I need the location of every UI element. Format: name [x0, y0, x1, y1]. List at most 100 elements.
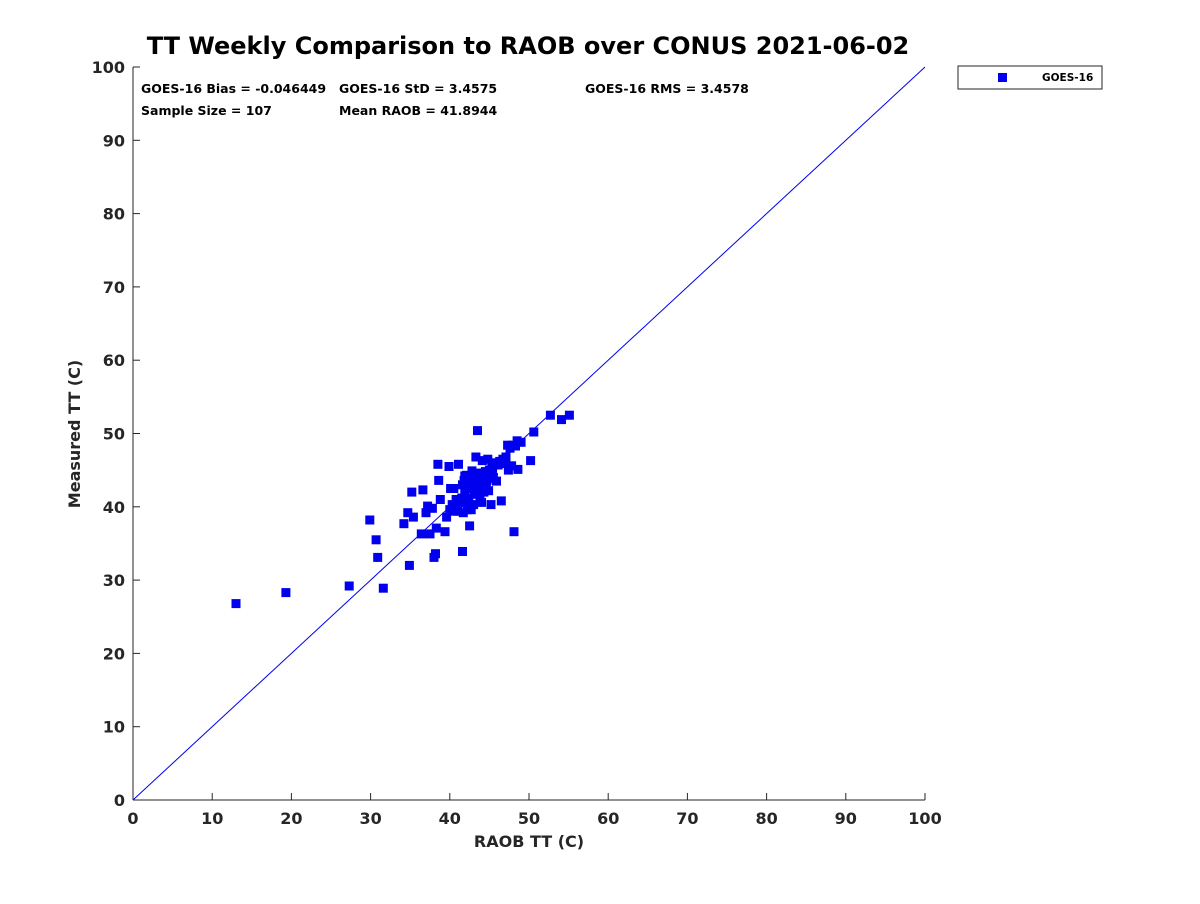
data-point [365, 515, 375, 525]
y-tick-label: 80 [103, 205, 125, 224]
data-point [564, 410, 574, 420]
data-point [431, 549, 440, 559]
y-axis-label: Measured TT (C) [65, 360, 84, 508]
data-point [458, 547, 467, 556]
data-point [481, 479, 491, 489]
y-tick-label: 60 [103, 351, 125, 370]
data-point [453, 506, 463, 516]
data-point [477, 456, 487, 466]
x-tick-label: 0 [127, 809, 138, 828]
data-point [465, 521, 475, 531]
data-point [545, 410, 555, 420]
x-tick-label: 10 [201, 809, 223, 828]
y-axis-ticks: 0 10 20 30 40 50 60 70 80 90 100 [92, 58, 140, 810]
data-point [526, 456, 536, 466]
data-point [399, 519, 409, 529]
data-point [458, 480, 467, 490]
data-point [407, 487, 417, 497]
x-tick-label: 20 [280, 809, 302, 828]
data-point [484, 486, 494, 496]
y-tick-label: 20 [103, 644, 125, 663]
data-point [496, 496, 506, 506]
x-axis-label: RAOB TT (C) [474, 832, 584, 851]
x-tick-label: 80 [755, 809, 777, 828]
data-point [440, 527, 450, 537]
data-point [483, 454, 493, 464]
rms-stat: GOES-16 RMS = 3.4578 [585, 81, 749, 96]
y-tick-label: 0 [114, 791, 125, 810]
data-point [431, 523, 441, 533]
y-tick-label: 70 [103, 278, 125, 297]
x-tick-label: 60 [597, 809, 619, 828]
data-point [499, 459, 509, 469]
data-point [344, 581, 354, 591]
data-point [373, 552, 383, 562]
y-tick-label: 30 [103, 571, 125, 590]
data-point [427, 503, 437, 513]
data-point [509, 527, 519, 537]
legend-label: GOES-16 [1042, 72, 1093, 84]
data-point [511, 441, 520, 451]
data-point [464, 493, 474, 503]
data-point [403, 508, 413, 518]
data-point [467, 481, 477, 491]
data-point [513, 464, 523, 474]
data-point [476, 468, 486, 478]
data-points [231, 410, 574, 609]
y-tick-label: 90 [103, 131, 125, 150]
y-tick-label: 40 [103, 498, 125, 517]
x-tick-label: 30 [359, 809, 381, 828]
data-point [378, 583, 388, 593]
one-to-one-line [132, 66, 926, 801]
y-tick-label: 50 [103, 425, 125, 444]
data-point [466, 505, 476, 515]
data-point [529, 427, 539, 437]
statistics-panel: GOES-16 Bias = -0.046449 GOES-16 StD = 3… [141, 81, 749, 118]
data-point [433, 459, 443, 469]
bias-stat: GOES-16 Bias = -0.046449 [141, 81, 326, 96]
data-point [425, 529, 435, 539]
data-point [460, 471, 470, 481]
data-point [435, 495, 445, 504]
data-point [442, 512, 452, 522]
x-tick-label: 100 [908, 809, 941, 828]
y-tick-label: 10 [103, 718, 125, 737]
data-point [460, 487, 470, 497]
data-point [492, 476, 501, 486]
legend-marker [998, 73, 1007, 82]
data-point [501, 452, 511, 462]
data-point [423, 501, 433, 511]
data-point [473, 426, 482, 436]
x-tick-label: 40 [439, 809, 461, 828]
data-point [421, 508, 431, 518]
std-stat: GOES-16 StD = 3.4575 [339, 81, 497, 96]
legend: GOES-16 [957, 65, 1103, 90]
data-point [416, 529, 426, 539]
data-point [231, 599, 241, 609]
legend-box [957, 65, 1103, 90]
data-point [488, 466, 498, 476]
data-point [471, 452, 481, 462]
x-tick-label: 90 [835, 809, 857, 828]
data-point [449, 484, 459, 493]
chart-title: TT Weekly Comparison to RAOB over CONUS … [147, 32, 910, 60]
mean-raob-stat: Mean RAOB = 41.8944 [339, 103, 497, 118]
data-point [467, 466, 477, 476]
data-point [516, 437, 526, 447]
x-tick-label: 70 [676, 809, 698, 828]
data-point [445, 505, 455, 515]
data-point [371, 535, 381, 545]
data-point [486, 500, 496, 510]
data-point [469, 500, 479, 510]
data-point [434, 475, 444, 485]
data-point [404, 560, 414, 570]
y-tick-label: 100 [92, 58, 125, 77]
data-point [281, 588, 291, 598]
sample-size-stat: Sample Size = 107 [141, 103, 272, 118]
data-point [477, 497, 486, 507]
data-point [418, 485, 428, 495]
data-point [557, 415, 566, 425]
x-axis-ticks: 0 10 20 30 40 50 60 70 80 90 100 [127, 793, 942, 828]
